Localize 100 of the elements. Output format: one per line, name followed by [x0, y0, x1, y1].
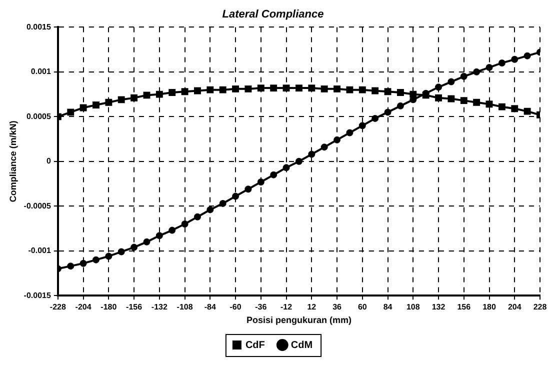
point — [320, 144, 328, 151]
point — [334, 85, 340, 92]
point — [206, 206, 214, 214]
point — [524, 108, 531, 115]
point — [168, 89, 176, 96]
point — [358, 86, 366, 94]
point — [282, 164, 290, 172]
point — [219, 86, 226, 94]
point — [156, 232, 163, 240]
x-tick-label: 108 — [406, 302, 420, 312]
point — [346, 86, 354, 94]
point — [460, 97, 468, 104]
point — [92, 102, 100, 109]
point — [143, 92, 150, 99]
point — [257, 178, 264, 186]
point — [168, 226, 176, 234]
point — [270, 171, 278, 178]
point — [372, 87, 379, 94]
point — [308, 150, 316, 158]
point — [194, 213, 201, 220]
point — [498, 59, 506, 66]
point — [396, 89, 404, 96]
point — [105, 98, 112, 106]
point — [143, 238, 150, 246]
x-tick-label: 204 — [508, 302, 522, 312]
point — [473, 98, 480, 106]
point — [435, 94, 442, 102]
x-tick-label: -132 — [151, 302, 168, 312]
legend-label: CdM — [290, 340, 313, 351]
point — [320, 85, 328, 92]
legend-label: CdF — [245, 340, 265, 351]
x-tick-label: -84 — [204, 302, 216, 312]
point — [410, 90, 417, 98]
x-tick-label: -180 — [100, 302, 118, 312]
x-axis-title: Posisi pengukuran (mm) — [246, 315, 352, 326]
point — [384, 108, 392, 116]
point — [524, 52, 531, 60]
point — [80, 104, 87, 112]
point — [295, 158, 302, 165]
point — [511, 56, 518, 63]
point — [448, 78, 455, 86]
point — [448, 95, 455, 102]
point — [346, 129, 354, 136]
point — [460, 72, 468, 80]
point — [219, 200, 226, 207]
point — [156, 90, 163, 98]
point — [308, 84, 316, 92]
point — [498, 103, 506, 110]
point — [92, 256, 100, 264]
x-tick-label: -36 — [255, 302, 268, 312]
x-tick-label: 12 — [307, 302, 317, 312]
point — [270, 84, 278, 92]
point — [130, 94, 138, 102]
point — [67, 262, 74, 270]
point — [435, 84, 442, 91]
y-tick-label: -0.0015 — [24, 290, 52, 300]
point — [486, 100, 493, 108]
x-tick-label: 84 — [383, 302, 393, 312]
y-tick-label: 0.0005 — [26, 112, 52, 121]
point — [105, 252, 112, 260]
y-tick-label: 0.0015 — [26, 22, 52, 32]
point — [194, 87, 201, 94]
x-tick-label: -204 — [75, 302, 92, 312]
point — [372, 114, 379, 122]
point — [181, 220, 188, 228]
point — [257, 84, 264, 92]
point — [282, 84, 290, 92]
y-tick-label: -0.0005 — [24, 201, 52, 210]
y-tick-label: 0 — [46, 156, 52, 166]
x-tick-label: -228 — [50, 302, 66, 312]
x-tick-label: 228 — [533, 302, 548, 312]
point — [232, 85, 240, 92]
point — [511, 105, 518, 112]
point — [358, 122, 366, 130]
point — [486, 64, 493, 71]
x-tick-label: -156 — [126, 302, 143, 312]
x-tick-label: 60 — [358, 302, 368, 312]
x-tick-label: 36 — [332, 302, 342, 312]
x-tick-label: 132 — [432, 302, 446, 312]
point — [244, 85, 252, 92]
point — [384, 88, 392, 96]
point — [67, 108, 74, 116]
x-tick-label: 156 — [457, 302, 472, 312]
x-tick-label: 180 — [482, 302, 496, 312]
y-tick-label: 0.001 — [30, 67, 52, 76]
point — [232, 192, 240, 200]
x-tick-label: -60 — [230, 302, 242, 312]
point — [181, 88, 188, 96]
point — [473, 68, 480, 76]
point — [396, 102, 404, 110]
y-axis-title: Compliance (m/kN) — [8, 120, 18, 202]
point — [118, 248, 125, 256]
point — [244, 186, 252, 193]
point — [130, 244, 138, 251]
point — [295, 84, 302, 92]
x-tick-label: -108 — [176, 302, 194, 312]
point — [80, 260, 87, 267]
y-tick-label: -0.001 — [28, 246, 52, 256]
chart-title: Lateral Compliance — [222, 8, 324, 21]
point — [118, 96, 125, 104]
